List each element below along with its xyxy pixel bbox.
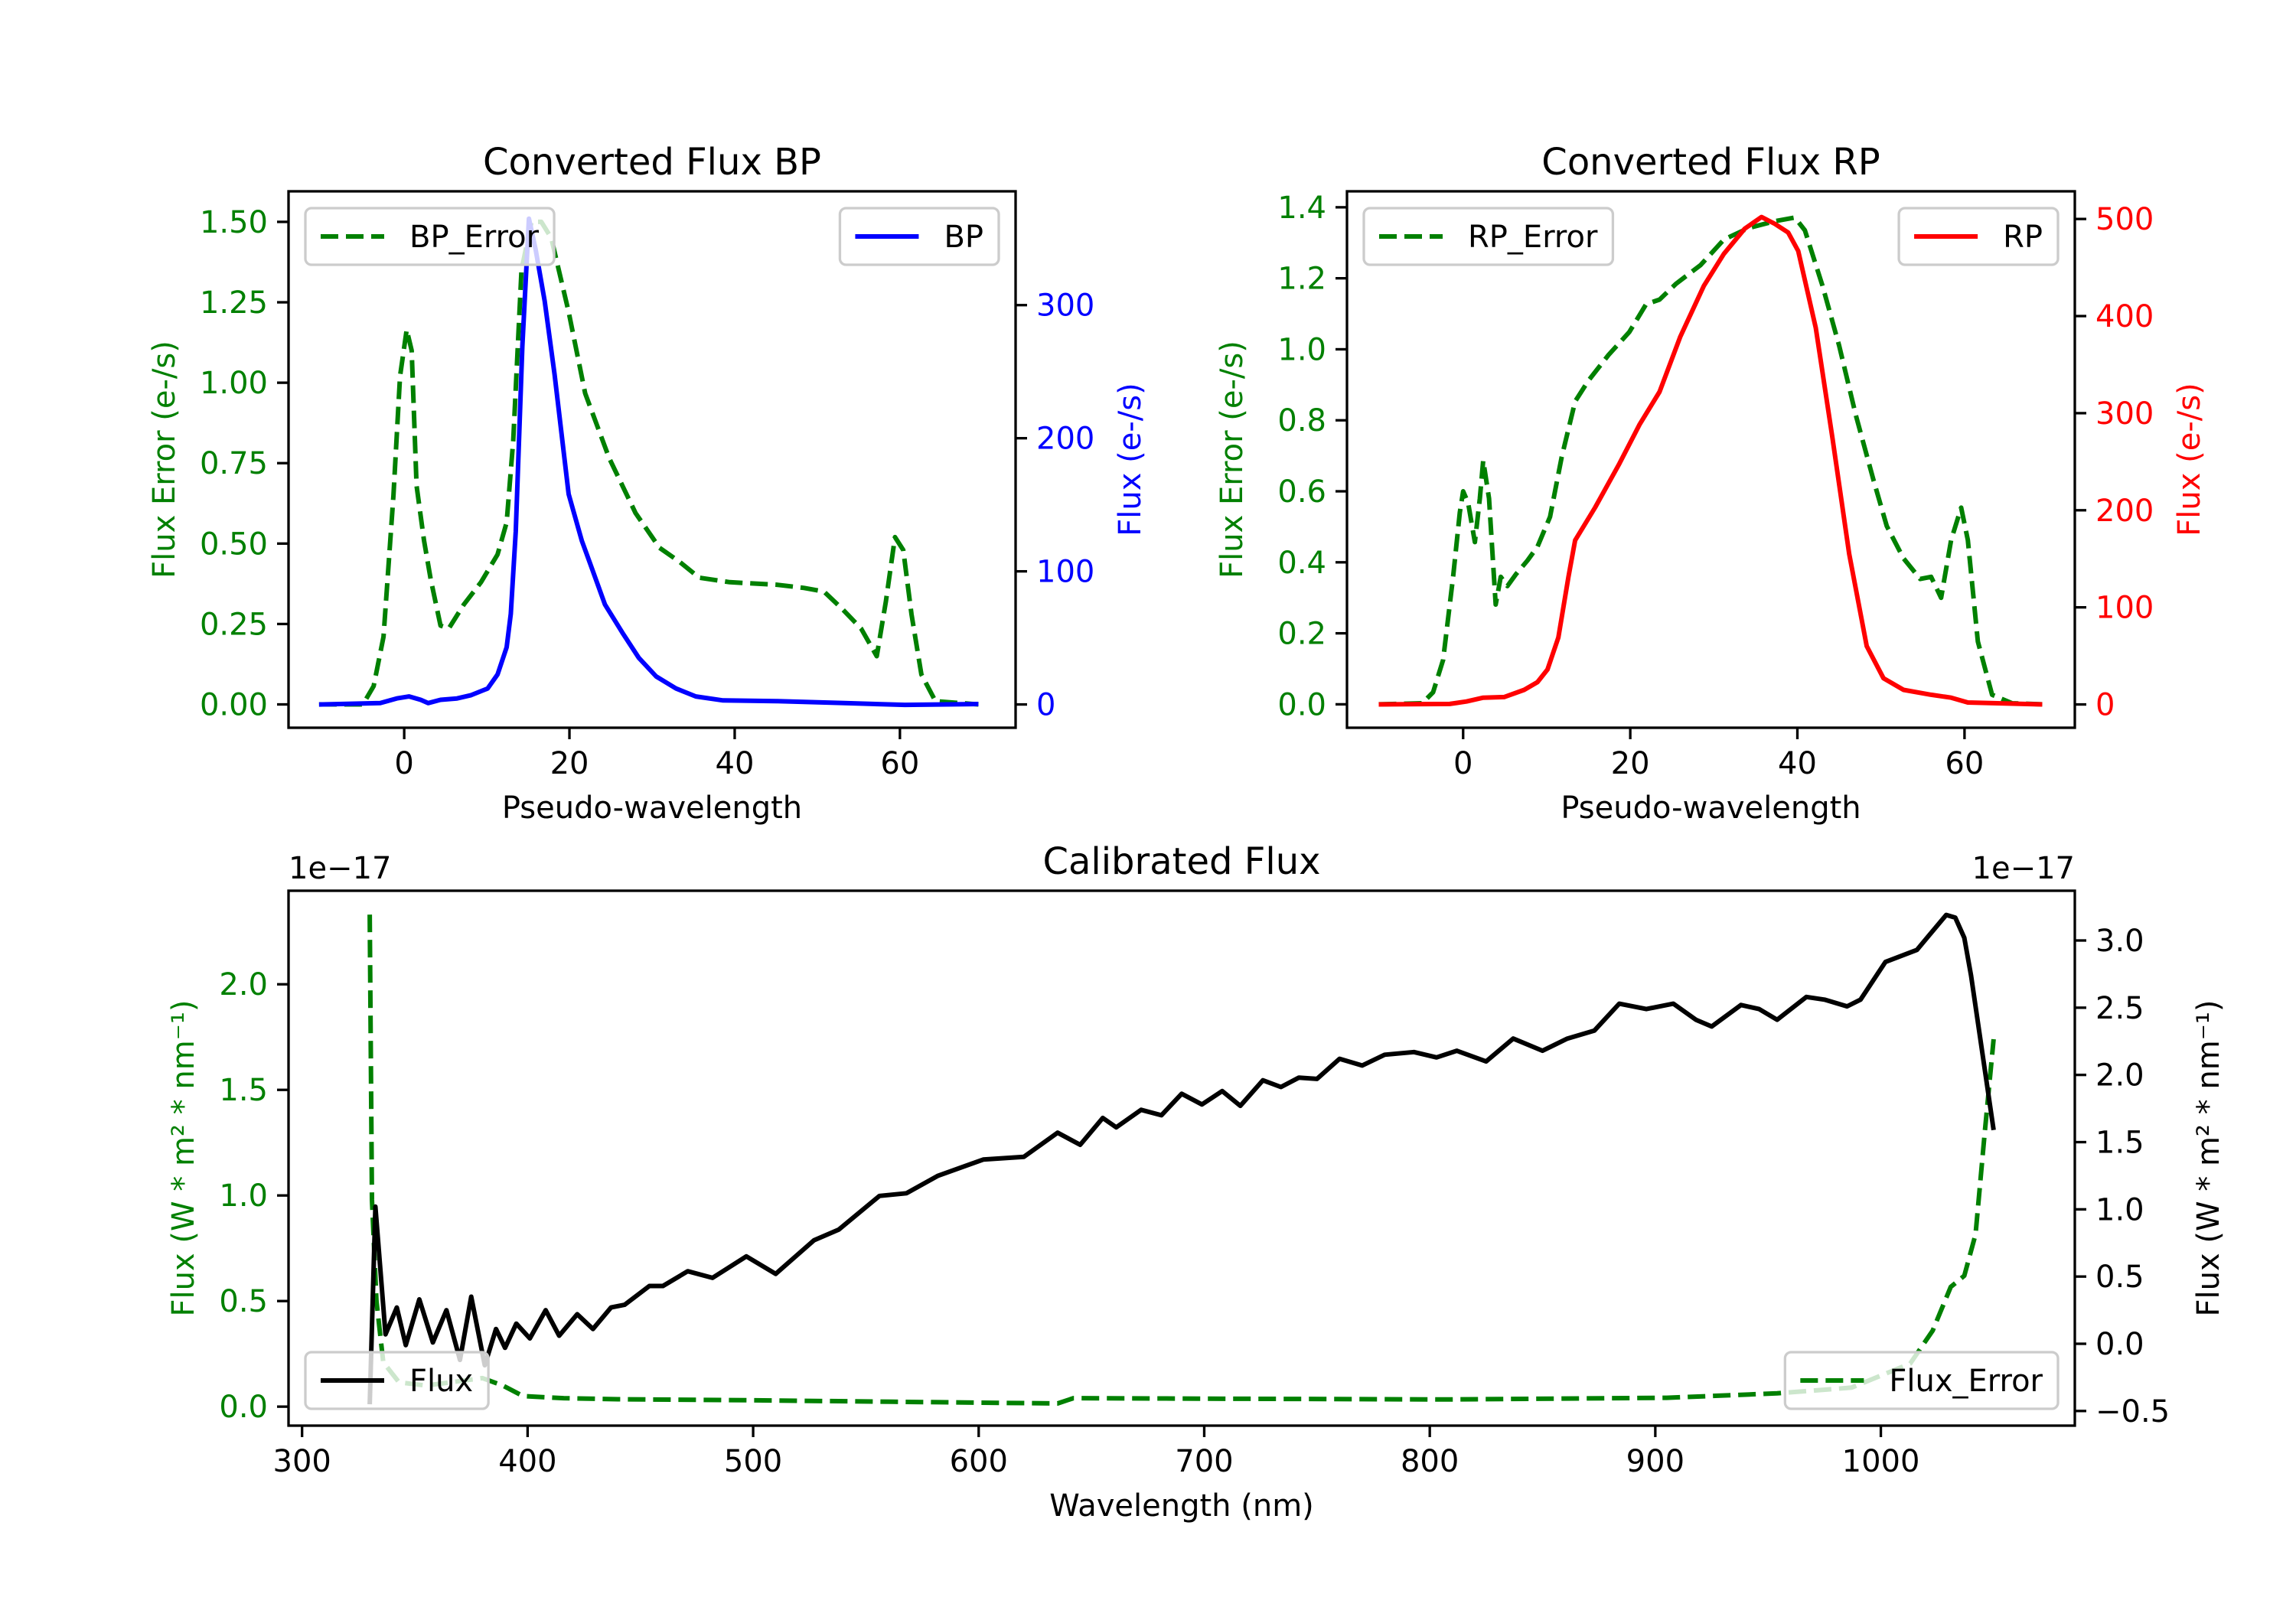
y-left-axis-label: Flux Error (e-/s): [147, 341, 182, 579]
y-left-tick-label: 1.50: [200, 205, 268, 240]
legend-label: Flux_Error: [1889, 1364, 2043, 1399]
chart-title: Converted Flux RP: [1541, 141, 1880, 184]
y-left-tick-label: 2.0: [219, 967, 268, 1002]
legend-box: [304, 207, 556, 266]
x-tick-label: 40: [716, 746, 755, 781]
y-left-tick-label: 0.6: [1277, 474, 1326, 510]
y-right-tick-label: 0.0: [2095, 1327, 2144, 1362]
chart-calibrated-flux: 300 400 500 600 700 800 900 1000 0.0 0.5 1.0 1.5 2.0…: [166, 840, 2226, 1524]
y-right-tick-label: 100: [2095, 591, 2154, 626]
offset-text-right: 1e−17: [1972, 851, 2075, 886]
y-right-tick-label: 1.5: [2095, 1126, 2144, 1161]
y-right-axis-label: Flux (W * m² * nm⁻¹): [2191, 1000, 2226, 1317]
y-left-tick-label: 1.5: [219, 1073, 268, 1108]
x-tick-label: 600: [950, 1444, 1008, 1479]
legend-label: BP_Error: [409, 220, 540, 255]
y-left-tick-label: 0.25: [200, 607, 268, 642]
x-tick-label: 20: [1611, 746, 1650, 781]
y-right-tick-label: 300: [2095, 396, 2154, 432]
x-tick-label: 60: [1945, 746, 1984, 781]
y-left-tick-label: 0.8: [1277, 403, 1326, 438]
y-right-axis-label: Flux (e-/s): [1113, 383, 1148, 536]
x-tick-label: 400: [498, 1444, 556, 1479]
axes-frame: [1345, 190, 2076, 729]
legend-bp-error: BP_Error: [304, 207, 556, 266]
legend-label: Flux: [409, 1364, 473, 1399]
y-left-tick-label: 0.00: [200, 688, 268, 723]
y-left-tick-label: 0.75: [200, 446, 268, 481]
y-left-tick-label: 0.4: [1277, 546, 1326, 581]
y-right-tick-label: 1.0: [2095, 1192, 2144, 1227]
series-line-rp-error: [1378, 215, 2043, 707]
y-left-tick-label: 1.25: [200, 285, 268, 321]
y-left-tick-label: 1.0: [219, 1178, 268, 1214]
y-left-axis-label: Flux Error (e-/s): [1215, 341, 1250, 579]
y-left-tick-label: 0.0: [1277, 687, 1326, 722]
y-left-tick-label: 1.00: [200, 366, 268, 401]
chart-converted-flux-bp: 0 20 40 60 0.00 0.25 0.50 0.75 1.00 1.25 1.50 0 100 2…: [147, 141, 1148, 826]
y-right-tick-label: 0.5: [2095, 1260, 2144, 1295]
axes-frame: [287, 190, 1017, 729]
y-right-tick-label: 200: [1036, 422, 1094, 457]
y-left-tick-label: 1.2: [1277, 262, 1326, 297]
y-right-tick-label: 300: [1036, 288, 1094, 324]
y-right-tick-label: 500: [2095, 202, 2154, 237]
legend-box: [1783, 1351, 2060, 1410]
legend-flux-error: Flux_Error: [1783, 1351, 2060, 1410]
y-right-tick-label: 0: [1036, 688, 1055, 723]
y-right-tick-label: 2.0: [2095, 1058, 2144, 1094]
x-tick-label: 40: [1778, 746, 1817, 781]
x-tick-label: 0: [1453, 746, 1473, 781]
x-tick-label: 800: [1401, 1444, 1459, 1479]
y-right-tick-label: 100: [1036, 555, 1094, 590]
x-axis-label: Wavelength (nm): [1049, 1488, 1314, 1524]
y-right-tick-label: −0.5: [2095, 1394, 2170, 1429]
chart-converted-flux-rp: 0 20 40 60 0.0 0.2 0.4 0.6 0.8 1.0 1.2 1.4 0 100 200 30…: [1215, 141, 2207, 826]
x-axis-label: Pseudo-wavelength: [1561, 790, 1861, 826]
y-left-tick-label: 1.4: [1277, 191, 1326, 226]
legend-box: [1897, 207, 2060, 266]
series-line-flux: [367, 912, 1996, 1405]
x-axis-label: Pseudo-wavelength: [502, 790, 802, 826]
y-left-tick-label: 0.0: [219, 1390, 268, 1425]
x-tick-label: 500: [724, 1444, 782, 1479]
chart-title: Converted Flux BP: [483, 141, 821, 184]
y-right-tick-label: 400: [2095, 299, 2154, 334]
legend-rp: RP: [1897, 207, 2060, 266]
x-tick-label: 60: [880, 746, 919, 781]
legend-box: [1362, 207, 1615, 266]
legend-bp: BP: [838, 207, 1000, 266]
y-right-tick-label: 2.5: [2095, 991, 2144, 1026]
x-tick-label: 0: [394, 746, 413, 781]
series-line-bp-error: [318, 219, 979, 707]
axes-frame: [287, 889, 2076, 1427]
legend-flux: Flux: [304, 1351, 490, 1410]
y-left-tick-label: 0.5: [219, 1284, 268, 1319]
y-left-tick-label: 0.2: [1277, 617, 1326, 652]
x-tick-label: 1000: [1842, 1444, 1920, 1479]
legend-box: [838, 207, 1000, 266]
chart-title: Calibrated Flux: [1042, 840, 1320, 883]
x-tick-label: 20: [550, 746, 589, 781]
y-left-tick-label: 1.0: [1277, 332, 1326, 367]
offset-text-left: 1e−17: [289, 851, 391, 886]
legend-label: RP_Error: [1468, 220, 1598, 255]
legend-label: BP: [944, 220, 983, 255]
legend-rp-error: RP_Error: [1362, 207, 1615, 266]
y-left-tick-label: 0.50: [200, 526, 268, 562]
y-right-tick-label: 3.0: [2095, 924, 2144, 959]
y-right-axis-label: Flux (e-/s): [2172, 383, 2207, 536]
x-tick-label: 300: [273, 1444, 331, 1479]
y-right-tick-label: 0: [2095, 688, 2115, 723]
x-tick-label: 700: [1175, 1444, 1233, 1479]
legend-label: RP: [2003, 220, 2043, 255]
x-tick-label: 900: [1626, 1444, 1684, 1479]
legend-box: [304, 1351, 490, 1410]
y-right-tick-label: 200: [2095, 494, 2154, 529]
y-left-axis-label: Flux (W * m² * nm⁻¹): [166, 1000, 201, 1317]
series-line-rp: [1378, 214, 2043, 707]
